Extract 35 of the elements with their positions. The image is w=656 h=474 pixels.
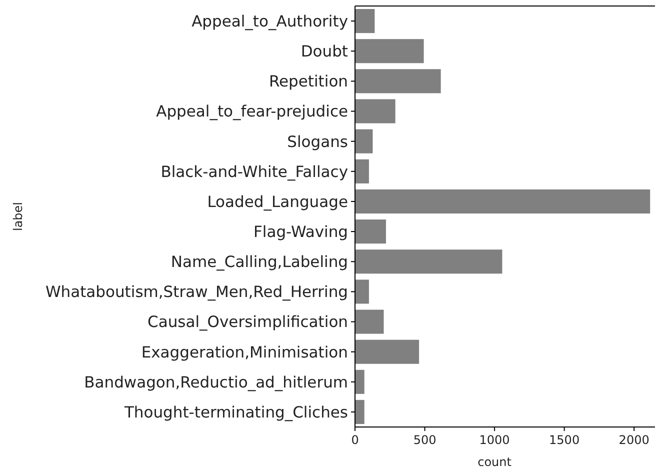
bar	[355, 69, 441, 94]
x-tick-label: 1500	[549, 433, 580, 447]
y-axis-title: label	[11, 202, 25, 232]
bar	[355, 39, 424, 64]
bar	[355, 189, 650, 214]
y-tick-label: Appeal_to_fear-prejudice	[156, 102, 348, 121]
y-tick-label: Loaded_Language	[207, 192, 348, 211]
bar	[355, 159, 369, 184]
y-tick-label: Bandwagon,Reductio_ad_hitlerum	[84, 373, 348, 392]
bar	[355, 220, 386, 244]
bar	[355, 129, 373, 154]
x-tick-label: 2000	[618, 433, 650, 447]
x-axis-title: count	[478, 455, 512, 469]
x-tick-label: 500	[413, 433, 436, 447]
y-tick-label: Black-and-White_Fallacy	[160, 162, 348, 181]
y-tick-label: Thought-terminating_Cliches	[123, 403, 348, 422]
y-tick-label: Flag-Waving	[254, 222, 348, 241]
bar	[355, 250, 502, 274]
y-tick-label: Causal_Oversimplification	[148, 313, 348, 332]
x-tick-label: 0	[351, 433, 359, 447]
y-tick-label: Repetition	[268, 72, 348, 91]
bar	[355, 370, 364, 394]
bar	[355, 400, 364, 424]
bar	[355, 280, 369, 304]
y-tick-label: Appeal_to_Authority	[192, 12, 348, 30]
x-tick-label: 1000	[479, 433, 510, 447]
y-tick-label: Name_Calling,Labeling	[170, 253, 348, 272]
bar	[355, 9, 375, 34]
y-tick-label: Exaggeration,Minimisation	[141, 343, 348, 362]
bar	[355, 99, 396, 124]
y-tick-label: Slogans	[287, 132, 348, 151]
bar	[355, 340, 420, 364]
y-tick-label: Whataboutism,Straw_Men,Red_Herring	[45, 283, 348, 302]
bar	[355, 310, 384, 334]
y-tick-label: Doubt	[300, 42, 348, 61]
